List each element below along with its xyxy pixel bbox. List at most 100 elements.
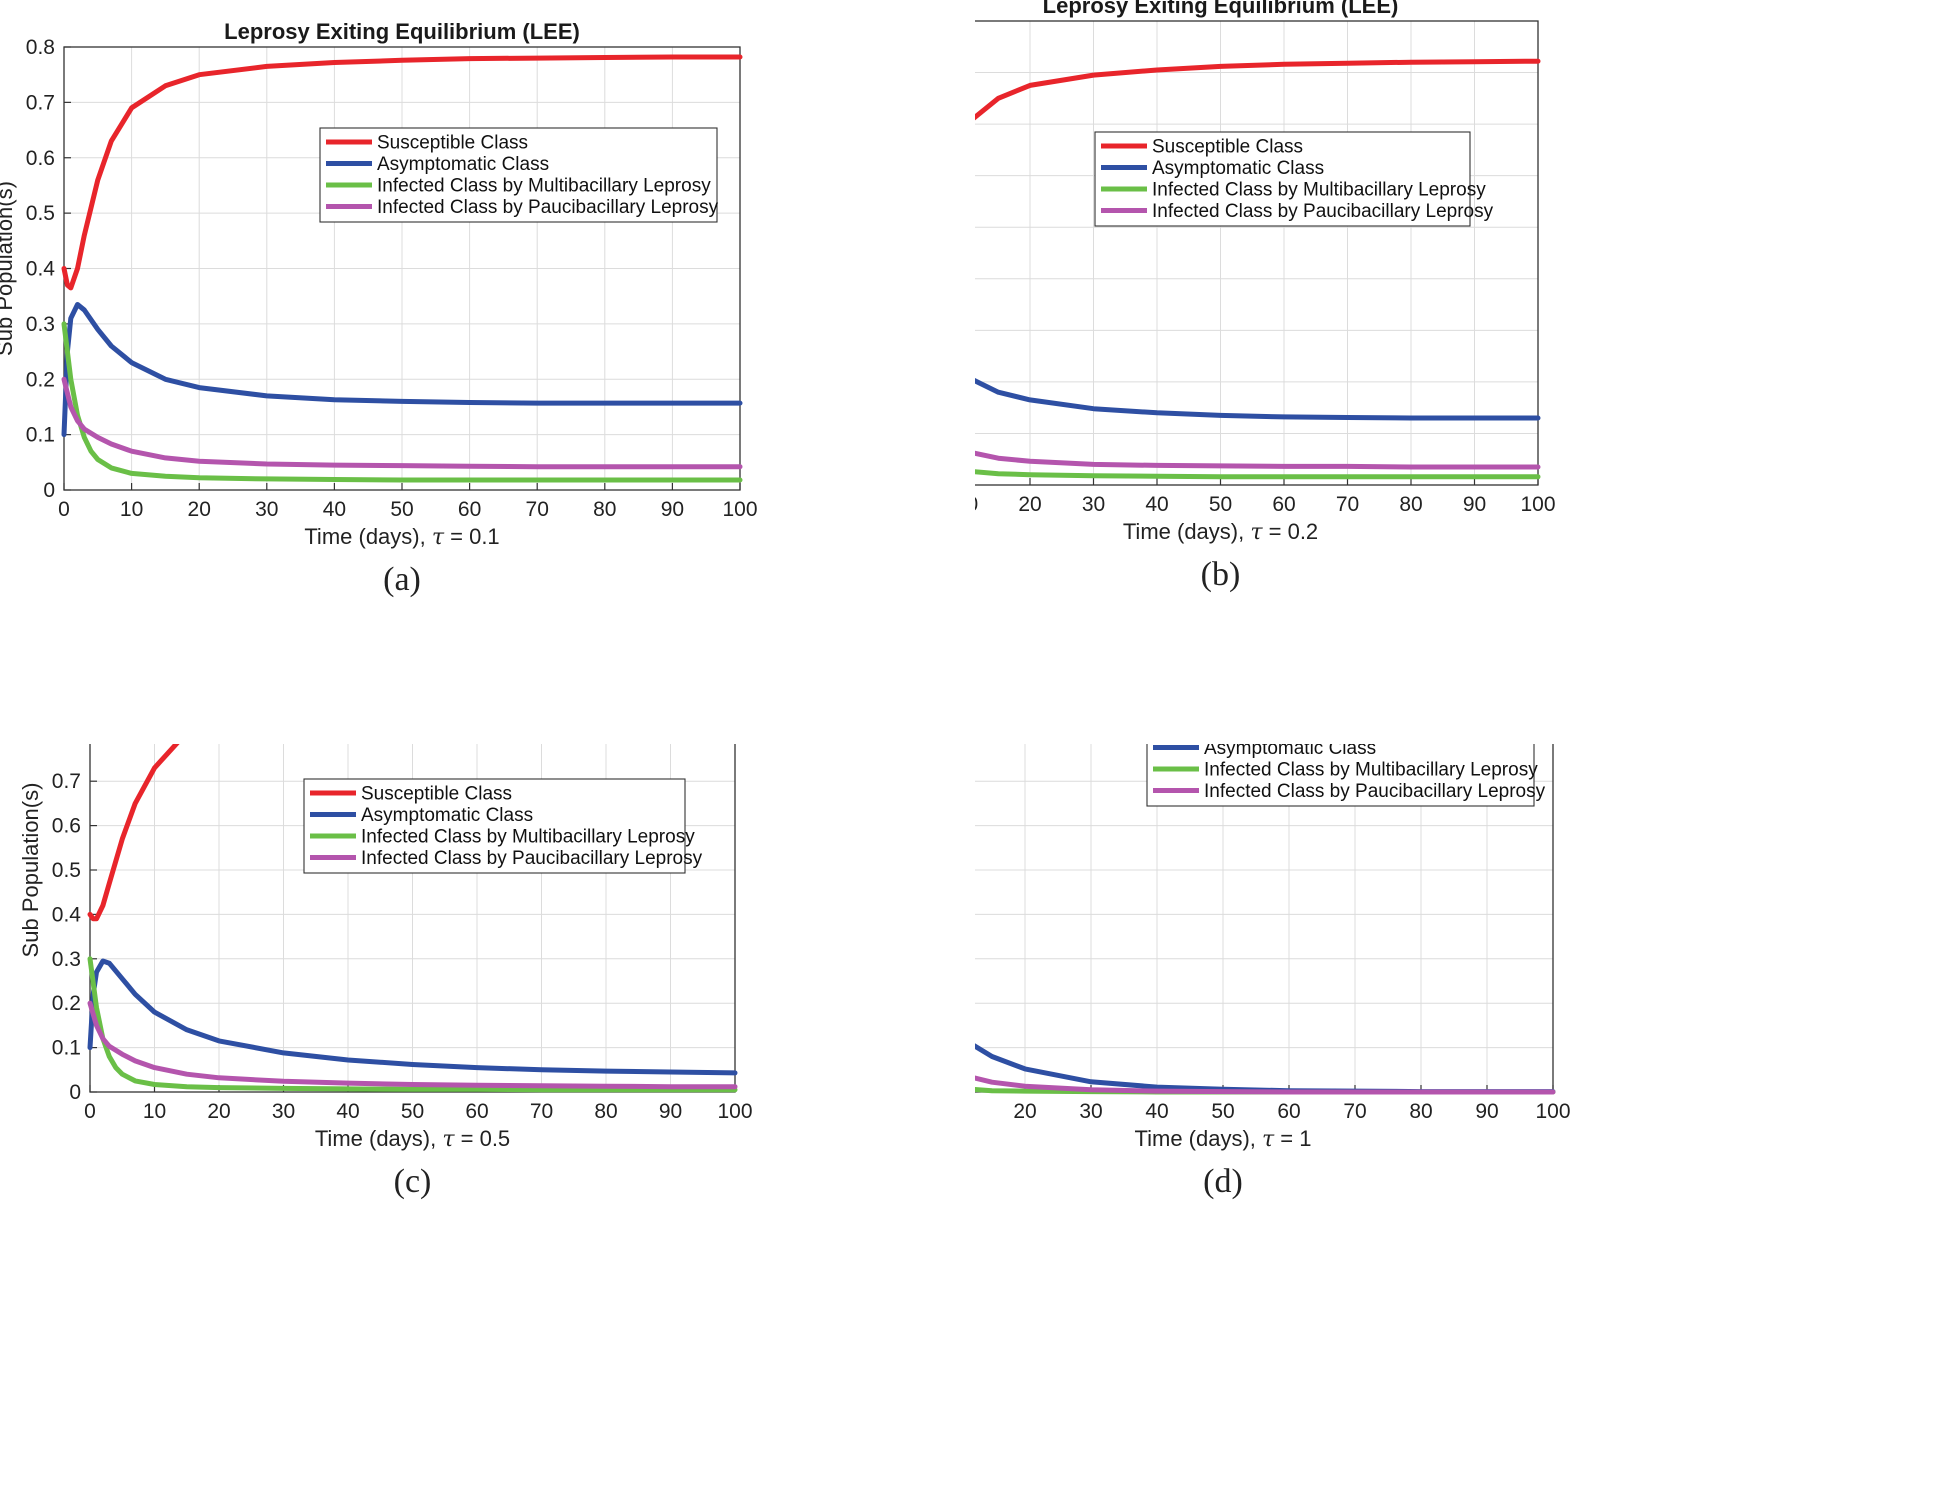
- x-tick-label: 80: [594, 1100, 617, 1123]
- x-tick-label: 90: [661, 498, 684, 521]
- x-axis-label: Time (days), τ = 0.2: [1123, 519, 1318, 545]
- panel-d: 010203040506070809010000.10.20.30.40.50.…: [975, 744, 1950, 1488]
- x-tick-label: 100: [722, 498, 757, 521]
- x-tick-label: 40: [336, 1100, 359, 1123]
- series-line-3: [87, 956, 738, 1093]
- x-tick-label: 100: [1535, 1100, 1570, 1123]
- legend-label: Asymptomatic Class: [1204, 744, 1376, 759]
- series-line-2: [87, 958, 738, 1076]
- chart-a: 0 10 20 30 40 50 60 70 80 90 100 0 0.1 0.2 0.3 0.4 0.5 0.…: [0, 19, 758, 598]
- legend-box: [319, 127, 718, 223]
- x-tick-label: 50: [1209, 493, 1232, 516]
- x-tick-label: 80: [1409, 1100, 1432, 1123]
- x-tick-label: 40: [1145, 493, 1168, 516]
- legend-label: Infected Class by Paucibacillary Leprosy: [361, 848, 703, 869]
- legend-label: Infected Class by Multibacillary Leprosy: [377, 176, 711, 197]
- x-tick-label: 40: [323, 498, 346, 521]
- x-tick-label: 30: [255, 498, 278, 521]
- legend-box: [303, 778, 686, 874]
- x-axis-label-prefix: Time (days),: [315, 1126, 443, 1151]
- x-tick-label: 40: [1145, 1100, 1168, 1123]
- legend-label: Infected Class by Paucibacillary Leprosy: [1152, 201, 1494, 222]
- chart-d: 010203040506070809010000.10.20.30.40.50.…: [975, 744, 1571, 1200]
- y-tick-label: 0.8: [26, 36, 55, 59]
- series-line-3: [61, 321, 743, 483]
- y-tick-label: 0.7: [26, 91, 55, 114]
- x-axis-label: Time (days), τ = 0.1: [304, 524, 499, 550]
- y-tick-label: 0.5: [52, 859, 81, 882]
- y-tick-label: 0.1: [26, 424, 55, 447]
- x-tick-label: 20: [207, 1100, 230, 1123]
- x-tick-label: 50: [1211, 1100, 1234, 1123]
- x-tick-label: 80: [593, 498, 616, 521]
- series-line-4: [975, 450, 1541, 470]
- series-line-1: [87, 744, 180, 922]
- tau-symbol: τ: [1250, 520, 1263, 545]
- x-tick-label: 100: [717, 1100, 752, 1123]
- y-tick-label: 0.5: [26, 202, 55, 225]
- panel-caption: (c): [394, 1163, 432, 1200]
- legend-label: Asymptomatic Class: [1152, 158, 1324, 179]
- panel-caption: (a): [383, 561, 421, 598]
- x-axis-label-prefix: Time (days),: [1123, 519, 1251, 544]
- panel-caption: (d): [1203, 1163, 1243, 1200]
- y-tick-label: 0.2: [26, 368, 55, 391]
- series-line-4: [61, 376, 743, 470]
- x-tick-label: 70: [526, 498, 549, 521]
- legend-label: Susceptible Class: [1152, 137, 1303, 158]
- x-tick-label: 20: [1018, 493, 1041, 516]
- legend-box: [1094, 131, 1471, 227]
- series-line-4: [87, 1000, 738, 1090]
- x-tick-label: 30: [1082, 493, 1105, 516]
- x-tick-label: 30: [1079, 1100, 1102, 1123]
- x-tick-label: 60: [458, 498, 481, 521]
- x-tick-label: 90: [1463, 493, 1486, 516]
- legend-box: [1146, 744, 1535, 807]
- tau-value: = 0.1: [444, 524, 500, 549]
- x-tick-label: 30: [272, 1100, 295, 1123]
- y-axis-label: Sub Population(s): [0, 181, 17, 356]
- chart-title: Leprosy Exiting Equilibrium (LEE): [1043, 0, 1399, 18]
- y-tick-label: 0: [69, 1081, 81, 1104]
- y-tick-label: 0.7: [52, 770, 81, 793]
- x-tick-label: 0: [84, 1100, 96, 1123]
- x-axis-label: Time (days), τ = 0.5: [315, 1126, 510, 1152]
- x-tick-label: 20: [1013, 1100, 1036, 1123]
- chart-b: 010203040506070809010000.10.20.30.40.50.…: [975, 0, 1556, 593]
- tau-value: = 0.2: [1263, 519, 1319, 544]
- y-tick-label: 0.1: [52, 1037, 81, 1060]
- x-tick-label: 50: [401, 1100, 424, 1123]
- panel-b: 010203040506070809010000.10.20.30.40.50.…: [975, 0, 1950, 744]
- chart-title: Leprosy Exiting Equilibrium (LEE): [224, 19, 580, 44]
- legend-label: Infected Class by Multibacillary Leprosy: [1204, 760, 1538, 781]
- panel-caption: (b): [1201, 556, 1241, 593]
- x-tick-label: 90: [659, 1100, 682, 1123]
- tau-symbol: τ: [432, 525, 445, 550]
- x-tick-label: 80: [1399, 493, 1422, 516]
- x-tick-label: 90: [1475, 1100, 1498, 1123]
- x-tick-label: 60: [1277, 1100, 1300, 1123]
- legend-label: Asymptomatic Class: [377, 154, 549, 175]
- x-tick-label: 60: [465, 1100, 488, 1123]
- x-tick-label: 20: [188, 498, 211, 521]
- series-line-2: [975, 378, 1541, 421]
- series-line-1: [975, 58, 1541, 121]
- panel-c: 0 10 20 30 40 50 60 70 80 90 100 0 0.1 0.2 0.3 0.4 0.5 0.…: [0, 744, 975, 1488]
- y-tick-label: 0.4: [26, 258, 56, 281]
- tau-symbol: τ: [442, 1127, 455, 1152]
- x-tick-label: 70: [1336, 493, 1359, 516]
- series-line-1: [61, 54, 743, 291]
- tau-value: = 1: [1274, 1126, 1311, 1151]
- legend-label: Infected Class by Multibacillary Leprosy: [361, 827, 695, 848]
- y-tick-label: 0.2: [52, 992, 81, 1015]
- y-tick-label: 0.8: [52, 744, 81, 749]
- x-axis-label: Time (days), τ = 1: [1134, 1126, 1311, 1152]
- y-axis-label: Sub Population(s): [18, 783, 43, 958]
- x-axis-label-prefix: Time (days),: [1134, 1126, 1262, 1151]
- panel-a: 0 10 20 30 40 50 60 70 80 90 100 0 0.1 0.2 0.3 0.4 0.5 0.…: [0, 0, 975, 744]
- series-line-3: [975, 469, 1541, 480]
- legend-label: Susceptible Class: [361, 784, 512, 805]
- x-tick-label: 100: [1520, 493, 1555, 516]
- y-tick-label: 0.3: [52, 948, 81, 971]
- x-tick-label: 0: [58, 498, 70, 521]
